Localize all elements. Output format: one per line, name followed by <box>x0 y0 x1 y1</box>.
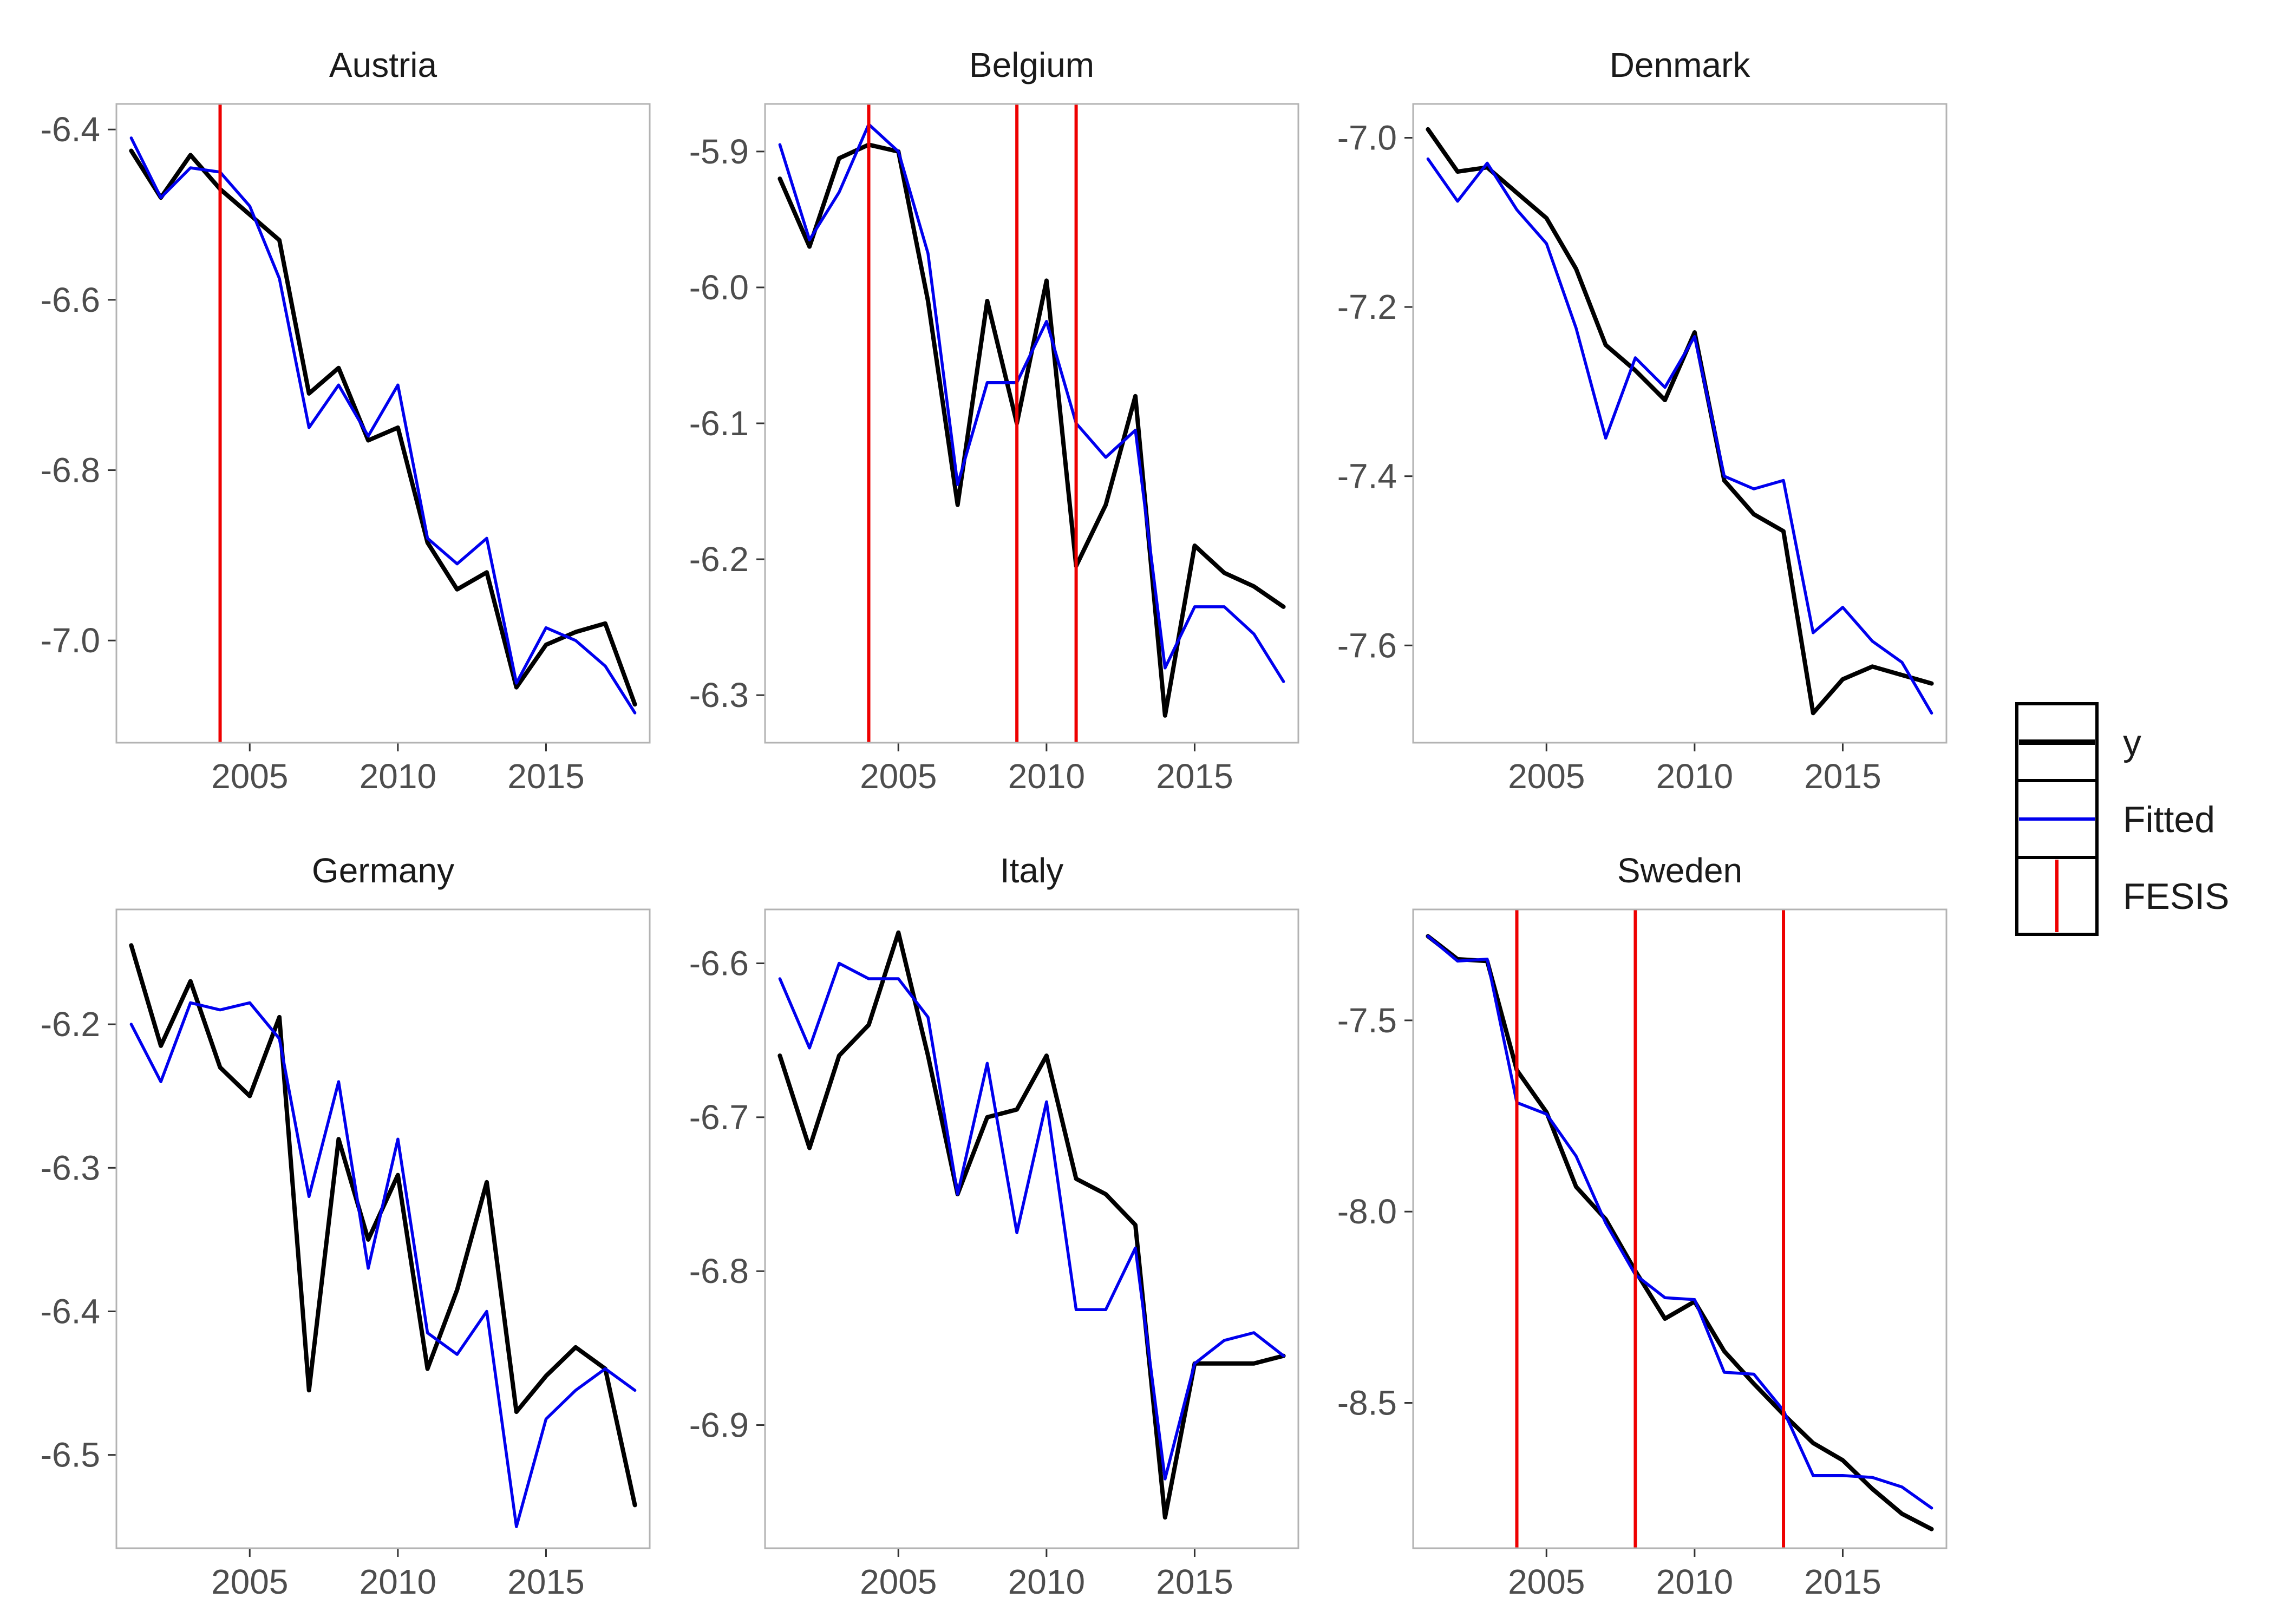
panel-border <box>1412 908 1948 1549</box>
y-tick-label: -6.2 <box>689 540 749 579</box>
legend-label: y <box>2123 722 2141 763</box>
x-tick-label: 2005 <box>211 1562 288 1601</box>
y-tick-label: -6.2 <box>41 1005 100 1044</box>
panel-border <box>1412 103 1948 744</box>
plot-area <box>129 104 637 743</box>
plot-area <box>129 943 637 1528</box>
y-tick-label: -8.0 <box>1337 1192 1397 1231</box>
panel-border <box>115 103 651 744</box>
series-line-y <box>777 930 1286 1520</box>
y-tick-label: -6.9 <box>689 1406 749 1445</box>
y-tick-label: -7.0 <box>41 621 100 660</box>
panel-title-denmark: Denmark <box>1610 45 1751 84</box>
legend: y Fitted FESIS <box>2015 702 2230 936</box>
y-tick-label: -7.4 <box>1337 457 1397 496</box>
panel-title-germany: Germany <box>312 851 454 890</box>
x-tick-label: 2015 <box>1804 757 1881 796</box>
panel-germany: Germany -6.2 -6.3 -6.4 -6.5 2005 2010 2015 <box>41 851 651 1601</box>
x-tick-label: 2005 <box>211 757 288 796</box>
panel-sweden: Sweden -7.5 -8.0 -8.5 2005 2010 2015 <box>1337 851 1948 1601</box>
y-tick-label: -6.7 <box>689 1098 749 1137</box>
y-tick-label: -6.0 <box>689 268 749 307</box>
x-tick-label: 2010 <box>360 757 436 796</box>
legend-label: Fitted <box>2123 799 2215 840</box>
x-tick-label: 2015 <box>1156 1562 1233 1601</box>
plot-area <box>777 930 1286 1520</box>
series-line-y <box>1426 934 1934 1531</box>
x-tick-label: 2010 <box>1656 757 1733 796</box>
legend-label: FESIS <box>2123 876 2230 917</box>
x-tick-label: 2015 <box>1156 757 1233 796</box>
y-tick-label: -6.1 <box>689 404 749 443</box>
y-tick-label: -6.4 <box>41 110 100 149</box>
y-tick-label: -5.9 <box>689 132 749 171</box>
panel-belgium: Belgium -5.9 -6.0 -6.1 -6.2 -6.3 2005 2010 2015 <box>689 45 1299 796</box>
plot-area <box>777 104 1286 743</box>
x-tick-label: 2010 <box>1656 1562 1733 1601</box>
panel-austria: Austria -6.4 -6.6 -6.8 -7.0 2005 2010 2015 <box>41 45 651 796</box>
plot-area <box>1426 909 1934 1548</box>
x-tick-label: 2010 <box>1008 757 1085 796</box>
series-line-fitted <box>778 122 1285 683</box>
panel-border <box>764 103 1299 744</box>
x-tick-label: 2015 <box>507 1562 584 1601</box>
y-tick-label: -6.5 <box>41 1436 100 1475</box>
series-line-fitted <box>129 1001 637 1528</box>
y-tick-label: -6.8 <box>41 451 100 490</box>
y-tick-label: -7.2 <box>1337 287 1397 326</box>
y-tick-label: -7.0 <box>1337 119 1397 158</box>
panel-title-austria: Austria <box>329 45 437 84</box>
y-tick-label: -8.5 <box>1337 1383 1397 1422</box>
panel-border <box>115 908 651 1549</box>
legend-item-fesis: FESIS <box>2015 856 2230 936</box>
x-tick-label: 2015 <box>507 757 584 796</box>
series-line-fitted <box>129 136 637 715</box>
plot-area <box>1426 127 1934 716</box>
panel-italy: Italy -6.6 -6.7 -6.8 -6.9 2005 2010 2015 <box>689 851 1299 1601</box>
x-tick-label: 2010 <box>1008 1562 1085 1601</box>
x-tick-label: 2005 <box>860 757 937 796</box>
y-tick-label: -7.5 <box>1337 1001 1397 1040</box>
panel-title-sweden: Sweden <box>1617 851 1742 890</box>
y-tick-label: -7.6 <box>1337 626 1397 665</box>
y-tick-label: -6.3 <box>41 1148 100 1187</box>
y-tick-label: -6.4 <box>41 1292 100 1331</box>
x-tick-label: 2015 <box>1804 1562 1881 1601</box>
y-tick-label: -6.3 <box>689 676 749 715</box>
series-line-fitted <box>1426 157 1933 715</box>
series-line-y <box>1426 127 1934 716</box>
panel-border <box>764 908 1299 1549</box>
y-tick-label: -6.6 <box>689 944 749 983</box>
panel-title-italy: Italy <box>1000 851 1063 890</box>
series-line-fitted <box>1426 934 1933 1510</box>
y-tick-label: -6.8 <box>689 1252 749 1291</box>
series-line-fitted <box>778 961 1285 1481</box>
x-tick-label: 2010 <box>360 1562 436 1601</box>
series-line-y <box>129 148 637 707</box>
panel-denmark: Denmark -7.0 -7.2 -7.4 -7.6 2005 2010 2015 <box>1337 45 1948 796</box>
x-tick-label: 2005 <box>1508 757 1585 796</box>
legend-item-y: y <box>2015 702 2141 782</box>
y-tick-label: -6.6 <box>41 280 100 319</box>
x-tick-label: 2005 <box>1508 1562 1585 1601</box>
x-tick-label: 2005 <box>860 1562 937 1601</box>
legend-item-fitted: Fitted <box>2015 779 2215 859</box>
panel-title-belgium: Belgium <box>969 45 1094 84</box>
series-line-y <box>777 142 1286 718</box>
series-line-y <box>129 943 637 1508</box>
